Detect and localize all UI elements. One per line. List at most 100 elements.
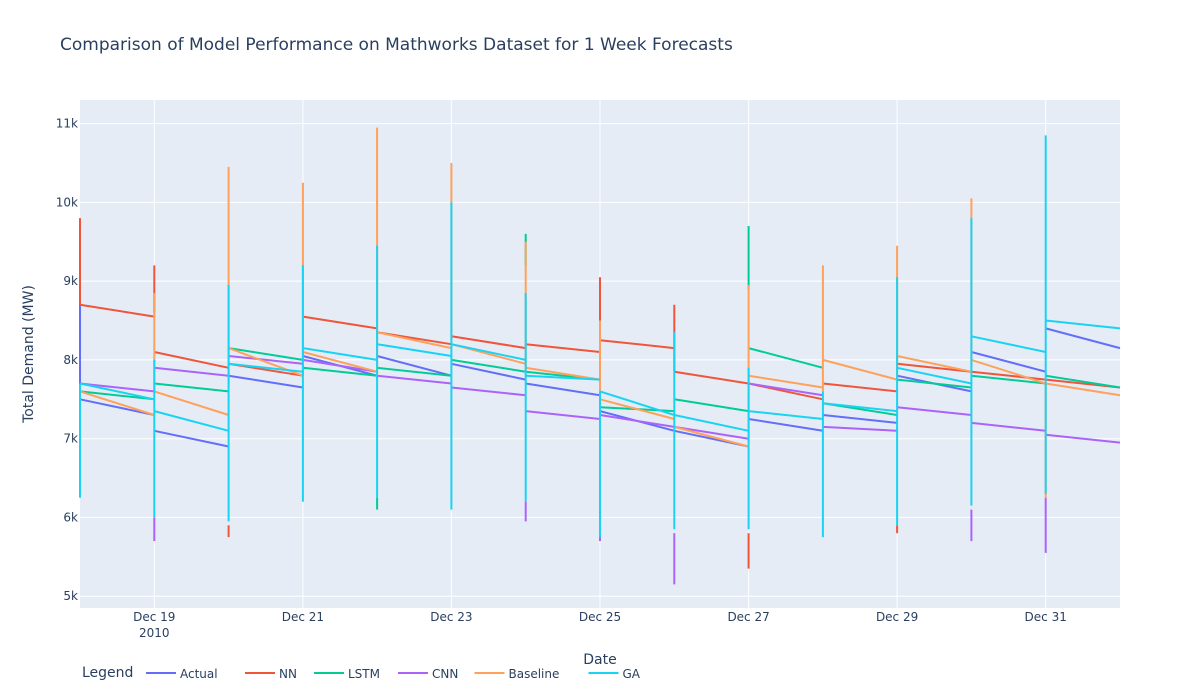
legend-item-baseline[interactable]: Baseline <box>474 667 560 681</box>
series-segment <box>79 390 155 416</box>
series-segment <box>1045 327 1121 350</box>
y-axis-ticks: 5k 6k 7k 8k 9k 10k 11k <box>56 117 78 604</box>
y-tick-label: 7k <box>63 432 78 446</box>
legend-item-actual[interactable]: Actual <box>146 667 218 681</box>
series-segment <box>674 414 749 432</box>
series-segment <box>376 343 452 357</box>
series-segment <box>525 374 601 381</box>
series-segment <box>1045 374 1121 389</box>
series-segment <box>154 410 229 432</box>
series-segment <box>79 303 155 318</box>
series-segment <box>1045 382 1121 397</box>
series-segment <box>228 374 304 389</box>
series-lines[interactable] <box>79 127 1121 585</box>
series-segment <box>971 358 1047 385</box>
y-axis-title: Total Demand (MW) <box>21 285 37 424</box>
legend-item-lstm[interactable]: LSTM <box>314 667 380 681</box>
series-segment <box>376 374 452 385</box>
series-segment <box>674 425 749 448</box>
legend-label: GA <box>623 667 641 681</box>
series-segment <box>748 410 824 420</box>
series-segment <box>451 335 526 350</box>
series-segment <box>302 358 378 373</box>
series-segment <box>154 366 229 377</box>
series-segment <box>79 398 155 416</box>
series-segment <box>525 382 601 397</box>
series-segment <box>748 382 824 397</box>
series-segment <box>599 390 675 416</box>
series-segment <box>896 378 972 389</box>
series-segment <box>79 390 155 401</box>
legend-label: LSTM <box>348 667 380 681</box>
series-segment <box>451 362 526 381</box>
series-segment <box>822 358 898 381</box>
series-segment <box>154 382 229 393</box>
y-tick-label: 8k <box>63 353 78 367</box>
series-segment <box>896 355 972 373</box>
y-tick-label: 9k <box>63 274 78 288</box>
x-tick-label: Dec 19 <box>133 610 175 624</box>
x-tick-label: Dec 31 <box>1025 610 1067 624</box>
series-segment <box>822 425 898 432</box>
series-segment <box>525 366 601 381</box>
series-segment <box>971 370 1046 381</box>
series-segment <box>154 429 229 448</box>
series-segment <box>79 382 155 393</box>
series-segment <box>79 382 155 401</box>
x-axis-title: Date <box>583 652 616 668</box>
y-tick-label: 11k <box>56 117 78 131</box>
series-segment <box>228 347 304 361</box>
series-segment <box>748 418 824 432</box>
series-segment <box>971 421 1046 432</box>
legend-title: Legend <box>82 665 133 681</box>
legend-item-cnn[interactable]: CNN <box>398 667 458 681</box>
y-tick-label: 10k <box>56 195 78 209</box>
series-segment <box>748 347 824 369</box>
chart-title: Comparison of Model Performance on Mathw… <box>60 35 733 55</box>
legend[interactable]: Legend Actual NN LSTM CNN Baseline GA <box>82 665 641 681</box>
legend-item-nn[interactable]: NN <box>245 667 297 681</box>
series-segment <box>451 358 526 373</box>
legend-item-ga[interactable]: GA <box>588 667 641 681</box>
series-segment <box>674 425 749 440</box>
series-segment <box>674 398 749 413</box>
series-segment <box>971 374 1046 385</box>
series-segment <box>971 335 1046 353</box>
series-segment <box>822 382 898 393</box>
x-tick-label: Dec 23 <box>430 610 472 624</box>
x-tick-year: 2010 <box>139 626 170 640</box>
legend-label: NN <box>279 667 297 681</box>
series-cnn[interactable] <box>79 355 1121 585</box>
series-segment <box>896 406 972 416</box>
series-segment <box>1045 433 1121 444</box>
series-segment <box>1045 319 1121 330</box>
series-segment <box>302 351 378 373</box>
series-segment <box>599 339 675 350</box>
series-segment <box>525 410 601 420</box>
series-segment <box>302 315 378 330</box>
series-segment <box>302 366 378 377</box>
series-segment <box>451 386 526 397</box>
x-tick-label: Dec 29 <box>876 610 918 624</box>
series-ga[interactable] <box>79 135 1121 538</box>
series-segment <box>822 414 898 424</box>
series-segment <box>302 347 378 361</box>
series-segment <box>376 355 452 377</box>
legend-label: Actual <box>180 667 218 681</box>
series-segment <box>154 351 229 369</box>
series-segment <box>748 374 824 389</box>
series-segment <box>153 390 229 416</box>
series-segment <box>674 370 749 385</box>
series-segment <box>599 414 675 428</box>
series-segment <box>228 362 304 373</box>
series-segment <box>971 351 1046 373</box>
y-tick-label: 5k <box>63 589 78 603</box>
series-segment <box>451 343 526 361</box>
series-segment <box>896 366 972 385</box>
series-segment <box>822 402 898 413</box>
series-segment <box>228 355 304 365</box>
x-tick-label: Dec 27 <box>727 610 769 624</box>
legend-label: CNN <box>432 667 458 681</box>
x-axis-ticks: Dec 19 2010 Dec 21 Dec 23 Dec 25 Dec 27 Dec 29… <box>133 610 1067 640</box>
